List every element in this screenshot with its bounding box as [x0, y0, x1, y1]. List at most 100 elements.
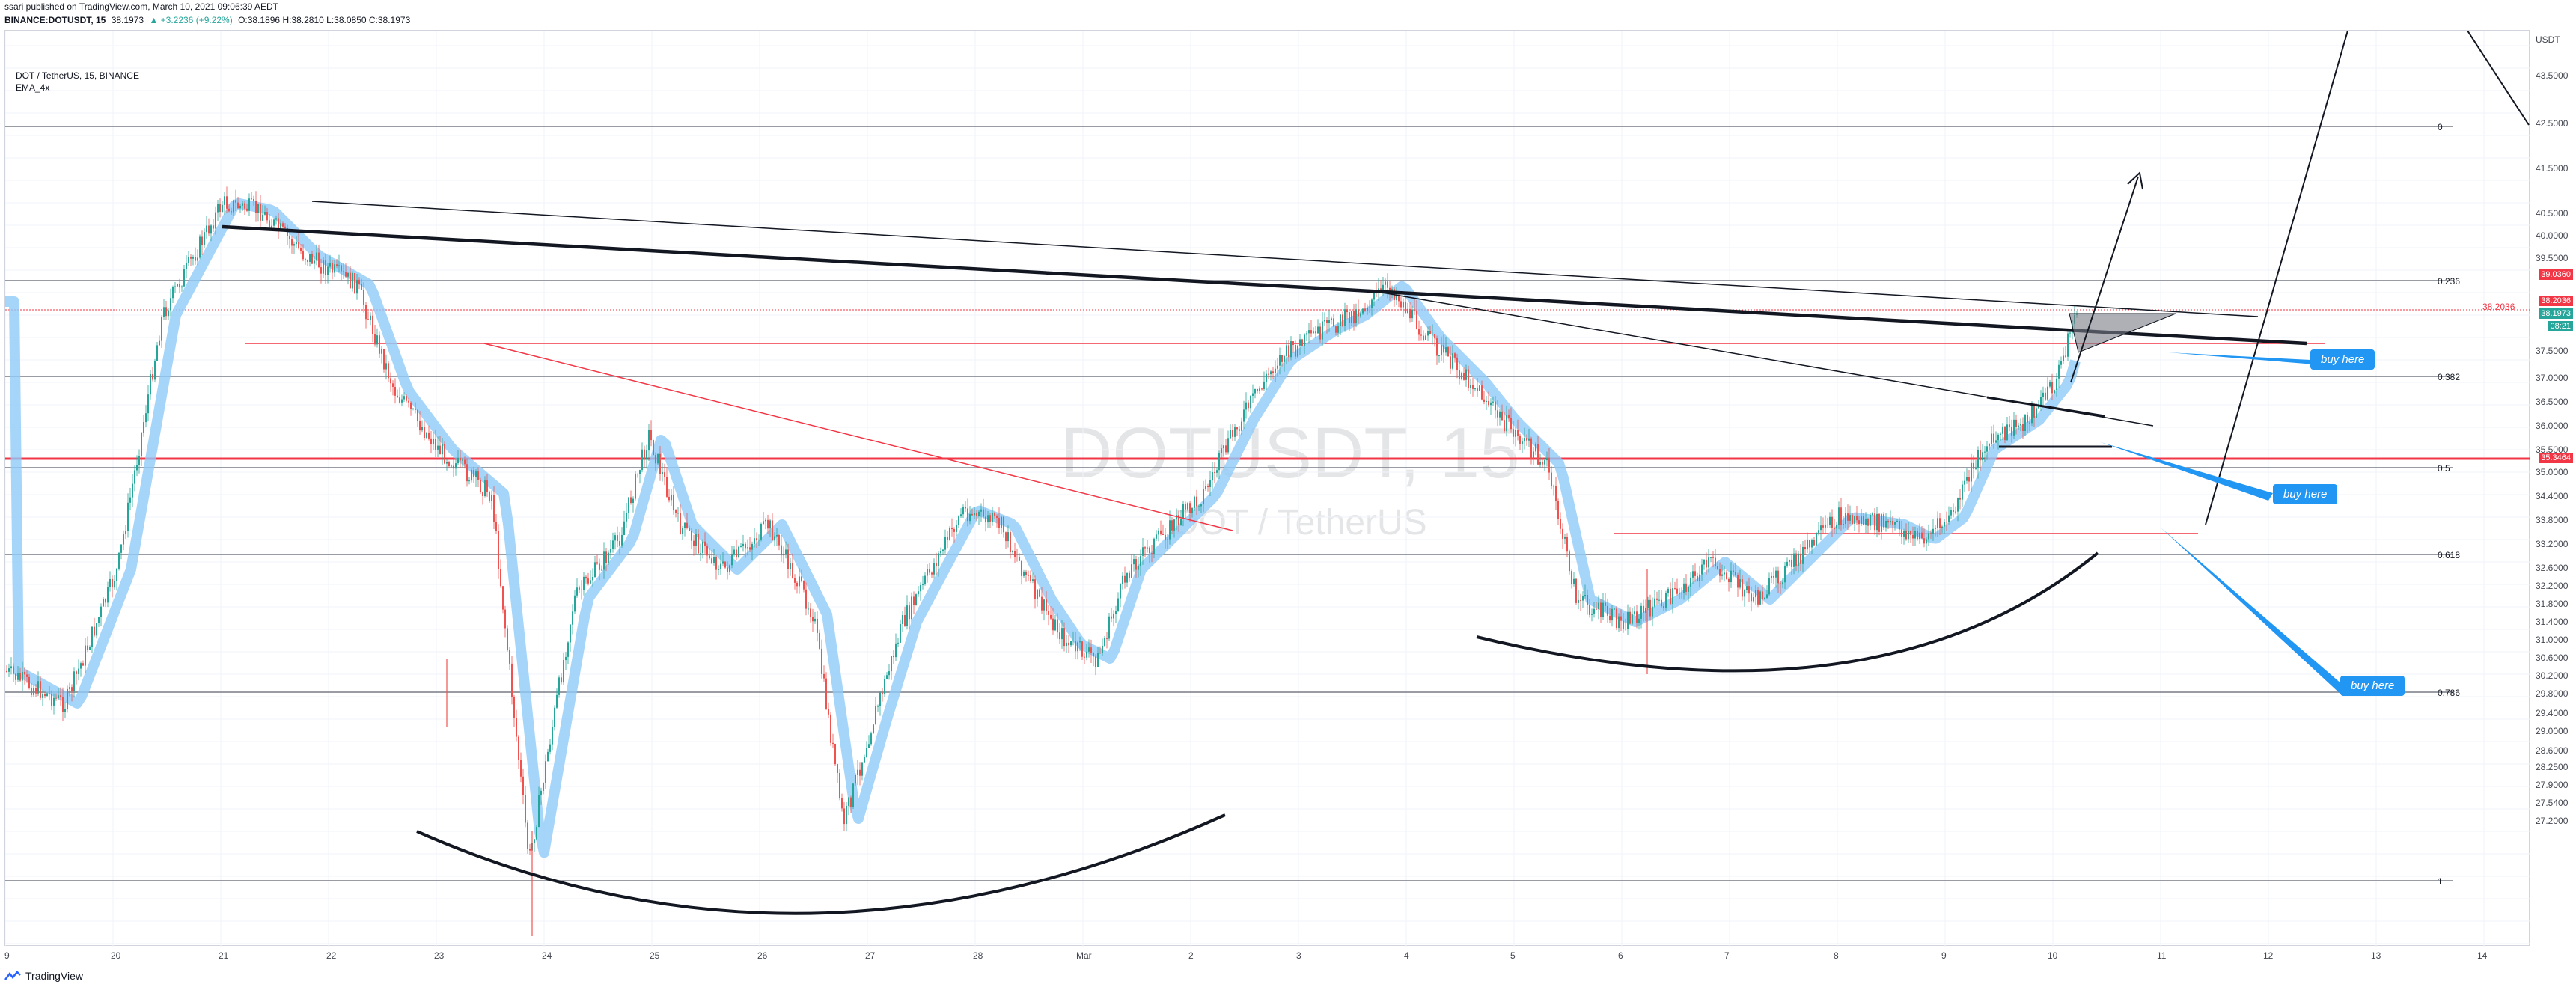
candle-body [962, 507, 964, 515]
candle-body [1041, 596, 1043, 611]
candle-body [242, 203, 243, 206]
candle-body [1816, 532, 1817, 546]
candle-body [915, 594, 917, 605]
candle-body [799, 576, 800, 587]
candle-body [1629, 611, 1631, 624]
candle-body [2054, 390, 2055, 394]
candle-body [1504, 420, 1505, 432]
price-tick: 27.2000 [2536, 816, 2569, 826]
candle-body [1737, 575, 1739, 588]
candle-body [1820, 525, 1822, 531]
candle-body [275, 218, 277, 220]
candle-body [1263, 381, 1265, 390]
candle-body [320, 267, 322, 274]
candle-body [1829, 516, 1831, 525]
candle-body [374, 334, 376, 345]
candle-body [974, 513, 975, 516]
candle-body [401, 399, 403, 403]
candle-body [1634, 611, 1635, 615]
candle-body [1856, 516, 1858, 521]
candle-body [574, 595, 576, 612]
candle-body [2000, 433, 2001, 435]
candle-body [747, 547, 748, 549]
candle-body [1611, 608, 1613, 621]
candle-body [1472, 385, 1474, 389]
candle-body [731, 554, 733, 566]
candle-body [1295, 344, 1296, 357]
candle-body [706, 546, 708, 556]
candle-body [1113, 614, 1114, 619]
candle-body [704, 541, 706, 546]
candle-body [830, 714, 831, 743]
candle-body [1452, 353, 1453, 369]
candle-body [662, 472, 663, 474]
candle-body [1447, 347, 1449, 357]
candle-body [832, 742, 834, 744]
candle-body [1284, 355, 1285, 362]
candle-body [1638, 618, 1640, 623]
candle-body [805, 589, 807, 609]
candle-body [561, 677, 562, 683]
candle-body [172, 287, 174, 299]
candle-body [911, 596, 912, 620]
candle-body [509, 650, 510, 664]
candle-body [534, 839, 535, 843]
candle-body [1054, 619, 1056, 631]
candle-body [2022, 424, 2024, 431]
candle-body [664, 472, 665, 477]
candle-body [2031, 406, 2033, 424]
candle-body [1346, 309, 1348, 313]
candle-body [1001, 516, 1002, 528]
candle-body [810, 608, 811, 617]
candle-body [976, 513, 977, 516]
candle-body [1200, 504, 1202, 507]
candle-body [1387, 281, 1388, 288]
candle-body [352, 273, 353, 289]
candle-body [1539, 462, 1541, 465]
candle-body [1863, 516, 1864, 525]
candles [6, 186, 2078, 936]
candle-body [1086, 651, 1087, 658]
time-scale[interactable]: 9 20 21 22 23 24 25 26 27 28 Mar 2 3 4 5 6 7 8 9 10 11 12 13 14 [4, 946, 2576, 965]
candle-body [64, 709, 66, 712]
chart-area[interactable]: DOTUSDT, 15 DOT / TetherUS DOT / TetherU… [4, 30, 2530, 947]
price-tick: 39.5000 [2536, 253, 2569, 263]
candle-body [421, 427, 423, 431]
candle-body [1676, 588, 1678, 594]
candle-body [1717, 566, 1718, 570]
candle-body [873, 724, 874, 734]
candle-body [1075, 641, 1076, 652]
candle-body [493, 495, 495, 522]
candle-body [55, 697, 57, 699]
candle-body [1245, 402, 1247, 410]
candle-body [1497, 410, 1498, 418]
buy-here-label-2: buy here [2273, 484, 2338, 504]
candle-body [1499, 411, 1501, 418]
candle-body [51, 694, 52, 706]
time-tick: 2 [1188, 950, 1194, 961]
candle-body [307, 260, 308, 262]
candle-body [1649, 599, 1651, 617]
candle-body [1746, 586, 1748, 590]
candle-body [1279, 355, 1281, 366]
candle-body [641, 449, 643, 471]
candle-body [1456, 357, 1458, 370]
candle-body [572, 611, 573, 625]
candle-body [1077, 642, 1078, 652]
price-scale[interactable]: USDT 43.5000 42.5000 41.5000 40.5000 40.0000… [2530, 30, 2576, 946]
price-tick: 32.2000 [2536, 581, 2569, 591]
candle-body [1569, 551, 1570, 572]
time-tick: 20 [111, 950, 121, 961]
candle-body [246, 208, 248, 211]
candle-body [329, 263, 331, 267]
candle-body [1158, 530, 1159, 535]
buy-arrow-3 [2161, 528, 2348, 695]
triangle-pattern [2069, 313, 2176, 353]
candle-body [1526, 438, 1527, 441]
candle-body [107, 587, 109, 603]
candle-body [305, 259, 306, 260]
candle-body [763, 521, 764, 524]
candle-body [1126, 572, 1128, 583]
fib-level-0382: 0.382 [2438, 372, 2461, 382]
candle-body [909, 605, 910, 620]
